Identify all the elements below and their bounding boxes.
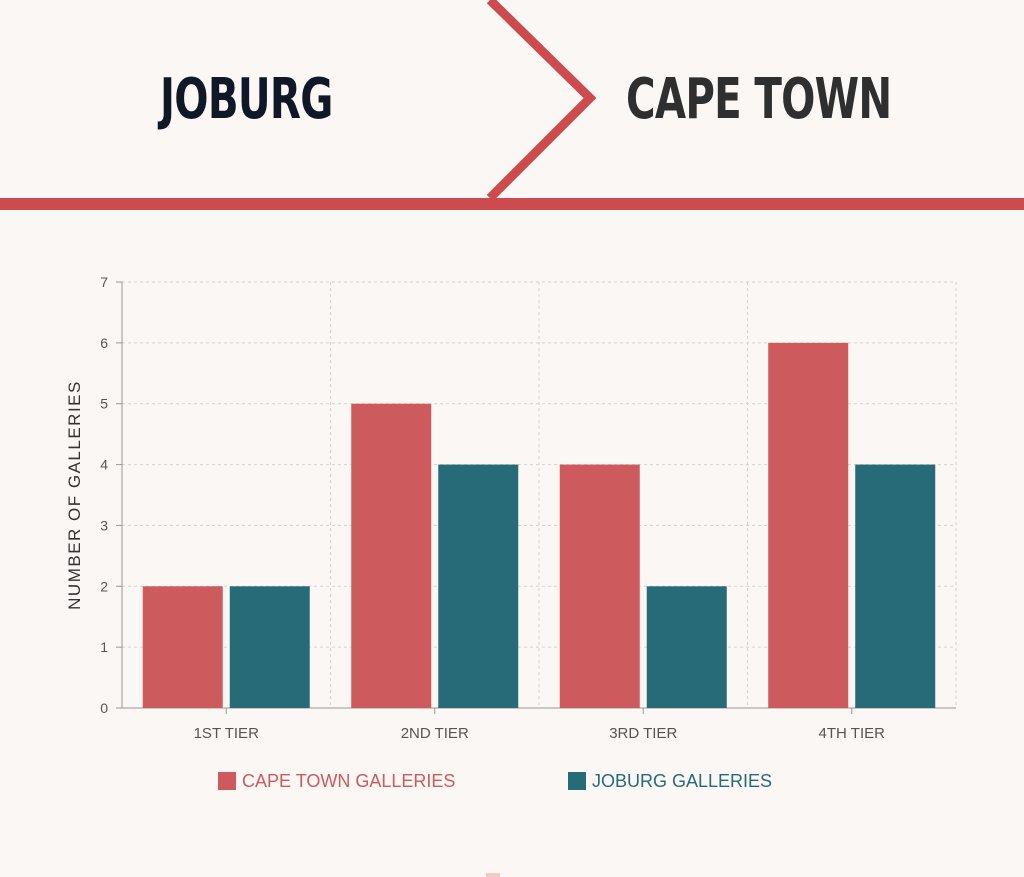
legend-label-cape-town: CAPE TOWN GALLERIES	[242, 770, 456, 791]
cape-town-heading: CAPE TOWN	[626, 67, 892, 132]
bar-chart: 0 1 2 3 4 5 6 7 1ST TIER 2ND TIER 3RD TIER 4TH TIE…	[65, 274, 957, 742]
y-tick-label: 7	[100, 274, 108, 290]
legend-label-joburg: JOBURG GALLERIES	[592, 770, 773, 791]
y-tick-label: 2	[100, 578, 108, 594]
legend-swatch-joburg	[568, 772, 586, 790]
x-tick-label: 3RD TIER	[609, 725, 677, 742]
footer-mark	[486, 873, 500, 877]
y-tick-label: 6	[100, 335, 108, 351]
y-tick-label: 5	[100, 396, 108, 412]
bars	[142, 342, 936, 708]
bar-joburg	[855, 464, 936, 708]
y-tick-labels: 0 1 2 3 4 5 6 7	[100, 274, 108, 716]
chevron-arrow	[486, 0, 597, 202]
y-tick-label: 0	[100, 700, 108, 716]
y-axis-label: NUMBER OF GALLERIES	[65, 380, 84, 610]
header-underline-bar	[0, 198, 1024, 210]
y-tick-label: 4	[100, 457, 108, 473]
chart-legend: CAPE TOWN GALLERIES JOBURG GALLERIES	[0, 767, 1024, 795]
legend-swatch-cape-town	[218, 772, 236, 790]
x-tick-label: 4TH TIER	[819, 725, 886, 742]
joburg-heading: JOBURG	[160, 67, 333, 132]
bar-joburg	[229, 586, 310, 708]
y-tick-label: 3	[100, 517, 108, 533]
x-tick-label: 1ST TIER	[194, 725, 259, 742]
header-banner: JOBURG CAPE TOWN	[0, 0, 1024, 210]
bar-cape-town	[559, 464, 640, 708]
legend-item-cape-town[interactable]: CAPE TOWN GALLERIES	[218, 767, 455, 795]
bar-cape-town	[142, 586, 223, 708]
bar-joburg	[438, 464, 519, 708]
grid-lines	[122, 281, 957, 708]
bar-cape-town	[768, 342, 849, 708]
bar-chart-container: 0 1 2 3 4 5 6 7 1ST TIER 2ND TIER 3RD TIER 4TH TIE…	[0, 250, 1024, 830]
y-tick-label: 1	[100, 639, 108, 655]
bar-joburg	[646, 586, 727, 708]
x-tick-label: 2ND TIER	[401, 725, 469, 742]
chevron-divider-graphic	[0, 0, 1024, 210]
x-tick-labels: 1ST TIER 2ND TIER 3RD TIER 4TH TIER	[194, 725, 886, 742]
bar-cape-town	[351, 403, 432, 708]
legend-item-joburg[interactable]: JOBURG GALLERIES	[568, 767, 772, 795]
